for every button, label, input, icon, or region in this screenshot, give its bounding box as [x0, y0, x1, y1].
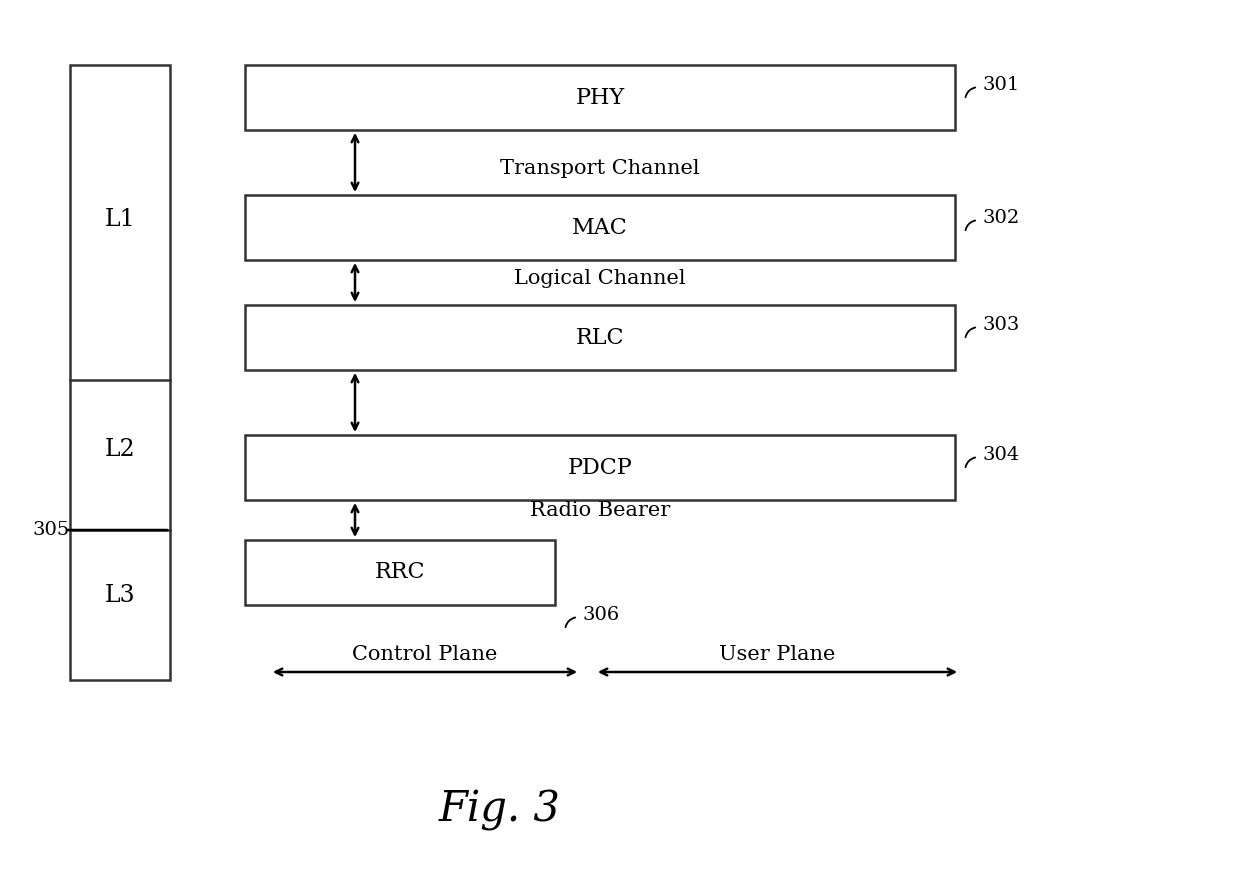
Text: Fig. 3: Fig. 3	[439, 789, 560, 831]
Text: 302: 302	[982, 209, 1019, 227]
Text: L3: L3	[104, 583, 135, 606]
Bar	[69, 65, 170, 680]
Text: 301: 301	[982, 76, 1019, 94]
Text: MAC: MAC	[572, 217, 627, 238]
Text: L1: L1	[104, 209, 135, 232]
Text: Control Plane: Control Plane	[352, 645, 497, 664]
Text: Logical Channel: Logical Channel	[515, 268, 686, 288]
Text: RRC: RRC	[374, 561, 425, 583]
Text: 305: 305	[32, 521, 69, 539]
Bar	[246, 65, 955, 130]
Bar	[246, 435, 955, 500]
Text: L2: L2	[104, 438, 135, 461]
Text: 304: 304	[982, 446, 1019, 464]
Bar	[246, 305, 955, 370]
Bar	[246, 195, 955, 260]
Bar	[246, 540, 556, 605]
Text: PHY: PHY	[575, 87, 625, 109]
Text: 303: 303	[982, 316, 1019, 334]
Text: PDCP: PDCP	[568, 457, 632, 479]
Text: Transport Channel: Transport Channel	[500, 158, 699, 178]
Text: User Plane: User Plane	[719, 645, 836, 664]
Text: Radio Bearer: Radio Bearer	[529, 501, 670, 519]
Text: 306: 306	[582, 606, 619, 624]
Text: RLC: RLC	[575, 327, 624, 349]
